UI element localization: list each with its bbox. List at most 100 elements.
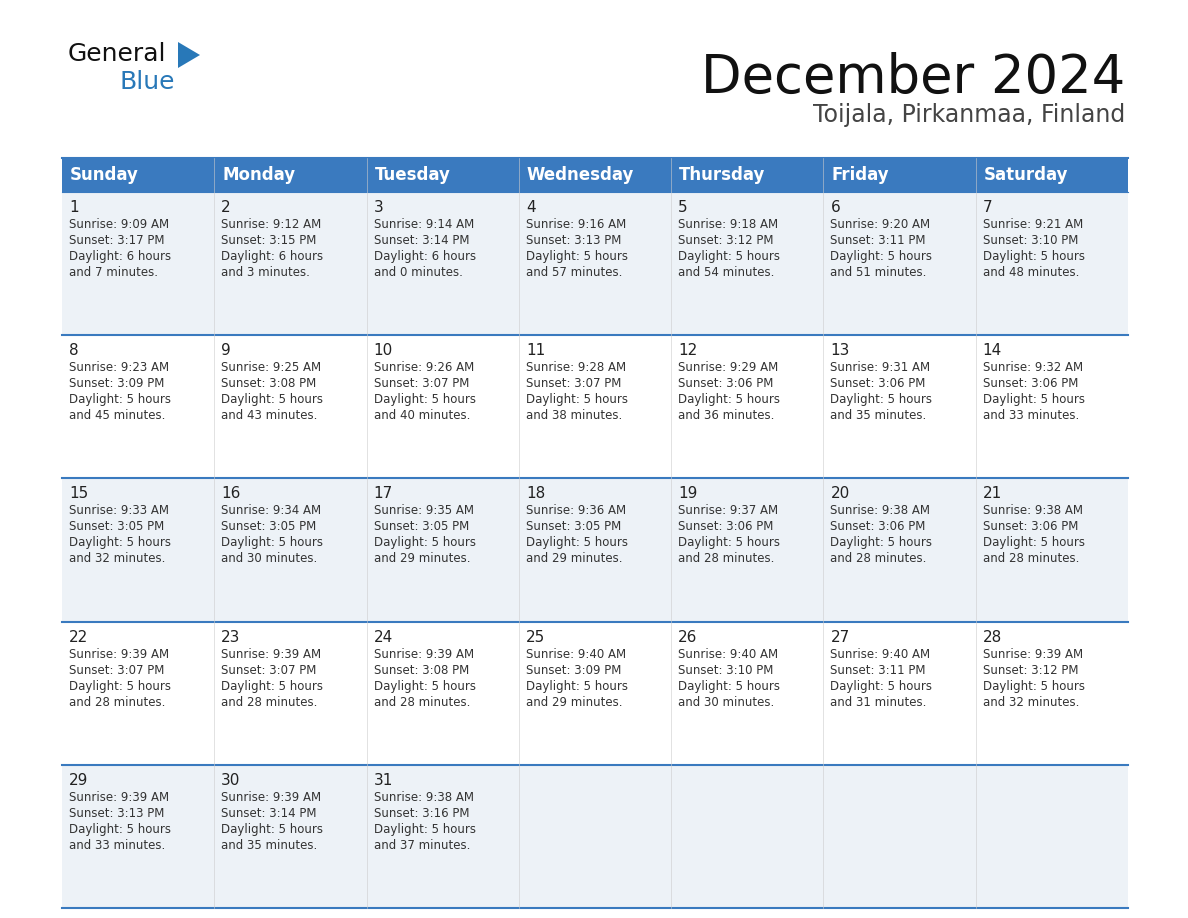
Text: Sunset: 3:05 PM: Sunset: 3:05 PM xyxy=(221,521,316,533)
Text: Friday: Friday xyxy=(832,166,889,184)
Text: 6: 6 xyxy=(830,200,840,215)
Bar xyxy=(671,158,823,192)
Text: Sunrise: 9:25 AM: Sunrise: 9:25 AM xyxy=(221,361,322,375)
Text: Daylight: 5 hours: Daylight: 5 hours xyxy=(830,393,933,406)
Text: Daylight: 5 hours: Daylight: 5 hours xyxy=(982,679,1085,692)
Text: Sunrise: 9:09 AM: Sunrise: 9:09 AM xyxy=(69,218,169,231)
Text: Sunrise: 9:38 AM: Sunrise: 9:38 AM xyxy=(373,790,474,804)
Text: Sunrise: 9:21 AM: Sunrise: 9:21 AM xyxy=(982,218,1083,231)
Text: 8: 8 xyxy=(69,343,78,358)
Text: and 51 minutes.: and 51 minutes. xyxy=(830,266,927,279)
Text: 3: 3 xyxy=(373,200,384,215)
Text: Sunset: 3:05 PM: Sunset: 3:05 PM xyxy=(526,521,621,533)
Text: and 48 minutes.: and 48 minutes. xyxy=(982,266,1079,279)
Bar xyxy=(214,335,367,478)
Text: Sunset: 3:10 PM: Sunset: 3:10 PM xyxy=(678,664,773,677)
Bar xyxy=(975,765,1127,908)
Text: and 28 minutes.: and 28 minutes. xyxy=(221,696,317,709)
Text: 23: 23 xyxy=(221,630,241,644)
Text: Sunrise: 9:26 AM: Sunrise: 9:26 AM xyxy=(373,361,474,375)
Bar xyxy=(367,158,519,192)
Text: and 30 minutes.: and 30 minutes. xyxy=(221,553,317,565)
Text: and 54 minutes.: and 54 minutes. xyxy=(678,266,775,279)
Text: Daylight: 5 hours: Daylight: 5 hours xyxy=(221,393,323,406)
Text: Sunrise: 9:38 AM: Sunrise: 9:38 AM xyxy=(982,504,1082,518)
Bar xyxy=(975,335,1127,478)
Text: Sunset: 3:13 PM: Sunset: 3:13 PM xyxy=(69,807,164,820)
Text: Sunrise: 9:29 AM: Sunrise: 9:29 AM xyxy=(678,361,778,375)
Bar xyxy=(823,621,975,765)
Text: Daylight: 5 hours: Daylight: 5 hours xyxy=(373,393,475,406)
Text: 18: 18 xyxy=(526,487,545,501)
Bar xyxy=(367,192,519,335)
Text: Sunrise: 9:23 AM: Sunrise: 9:23 AM xyxy=(69,361,169,375)
Text: Sunset: 3:13 PM: Sunset: 3:13 PM xyxy=(526,234,621,247)
Text: and 32 minutes.: and 32 minutes. xyxy=(982,696,1079,709)
Text: 17: 17 xyxy=(373,487,393,501)
Text: 4: 4 xyxy=(526,200,536,215)
Bar xyxy=(214,765,367,908)
Bar xyxy=(823,192,975,335)
Text: Sunset: 3:08 PM: Sunset: 3:08 PM xyxy=(221,377,316,390)
Bar xyxy=(214,621,367,765)
Bar xyxy=(519,621,671,765)
Bar xyxy=(367,478,519,621)
Text: 14: 14 xyxy=(982,343,1001,358)
Text: 30: 30 xyxy=(221,773,241,788)
Text: Sunrise: 9:32 AM: Sunrise: 9:32 AM xyxy=(982,361,1082,375)
Text: 25: 25 xyxy=(526,630,545,644)
Bar xyxy=(519,335,671,478)
Bar xyxy=(519,478,671,621)
Text: Sunrise: 9:39 AM: Sunrise: 9:39 AM xyxy=(373,647,474,661)
Bar xyxy=(975,158,1127,192)
Bar xyxy=(367,335,519,478)
Text: Daylight: 5 hours: Daylight: 5 hours xyxy=(526,393,627,406)
Bar xyxy=(62,478,214,621)
Bar xyxy=(671,335,823,478)
Text: Daylight: 5 hours: Daylight: 5 hours xyxy=(830,250,933,263)
Bar xyxy=(975,621,1127,765)
Text: Sunrise: 9:39 AM: Sunrise: 9:39 AM xyxy=(221,647,322,661)
Text: Sunset: 3:06 PM: Sunset: 3:06 PM xyxy=(982,377,1078,390)
Text: and 28 minutes.: and 28 minutes. xyxy=(982,553,1079,565)
Text: Daylight: 6 hours: Daylight: 6 hours xyxy=(221,250,323,263)
Text: and 28 minutes.: and 28 minutes. xyxy=(678,553,775,565)
Text: Toijala, Pirkanmaa, Finland: Toijala, Pirkanmaa, Finland xyxy=(813,103,1125,127)
Text: Sunset: 3:06 PM: Sunset: 3:06 PM xyxy=(678,521,773,533)
Bar xyxy=(671,478,823,621)
Text: Sunset: 3:12 PM: Sunset: 3:12 PM xyxy=(678,234,773,247)
Text: Sunset: 3:14 PM: Sunset: 3:14 PM xyxy=(221,807,317,820)
Text: Daylight: 5 hours: Daylight: 5 hours xyxy=(526,536,627,549)
Text: Daylight: 5 hours: Daylight: 5 hours xyxy=(678,536,781,549)
Text: Sunset: 3:09 PM: Sunset: 3:09 PM xyxy=(526,664,621,677)
Text: Daylight: 5 hours: Daylight: 5 hours xyxy=(221,536,323,549)
Polygon shape xyxy=(178,42,200,68)
Text: Sunrise: 9:40 AM: Sunrise: 9:40 AM xyxy=(526,647,626,661)
Bar xyxy=(214,158,367,192)
Text: and 57 minutes.: and 57 minutes. xyxy=(526,266,623,279)
Text: Sunrise: 9:39 AM: Sunrise: 9:39 AM xyxy=(982,647,1082,661)
Text: Sunrise: 9:39 AM: Sunrise: 9:39 AM xyxy=(69,647,169,661)
Text: Sunset: 3:09 PM: Sunset: 3:09 PM xyxy=(69,377,164,390)
Text: and 0 minutes.: and 0 minutes. xyxy=(373,266,462,279)
Bar xyxy=(975,478,1127,621)
Text: Sunset: 3:16 PM: Sunset: 3:16 PM xyxy=(373,807,469,820)
Text: 1: 1 xyxy=(69,200,78,215)
Text: Sunrise: 9:18 AM: Sunrise: 9:18 AM xyxy=(678,218,778,231)
Text: Sunset: 3:07 PM: Sunset: 3:07 PM xyxy=(221,664,317,677)
Text: and 30 minutes.: and 30 minutes. xyxy=(678,696,775,709)
Text: and 31 minutes.: and 31 minutes. xyxy=(830,696,927,709)
Text: Blue: Blue xyxy=(120,70,176,94)
Text: Sunset: 3:12 PM: Sunset: 3:12 PM xyxy=(982,664,1079,677)
Bar xyxy=(62,335,214,478)
Text: and 29 minutes.: and 29 minutes. xyxy=(526,696,623,709)
Text: and 28 minutes.: and 28 minutes. xyxy=(373,696,470,709)
Text: and 33 minutes.: and 33 minutes. xyxy=(69,839,165,852)
Text: Daylight: 5 hours: Daylight: 5 hours xyxy=(221,679,323,692)
Text: Daylight: 5 hours: Daylight: 5 hours xyxy=(830,536,933,549)
Text: Daylight: 5 hours: Daylight: 5 hours xyxy=(526,679,627,692)
Text: Sunrise: 9:33 AM: Sunrise: 9:33 AM xyxy=(69,504,169,518)
Text: 22: 22 xyxy=(69,630,88,644)
Text: Daylight: 5 hours: Daylight: 5 hours xyxy=(526,250,627,263)
Text: 29: 29 xyxy=(69,773,88,788)
